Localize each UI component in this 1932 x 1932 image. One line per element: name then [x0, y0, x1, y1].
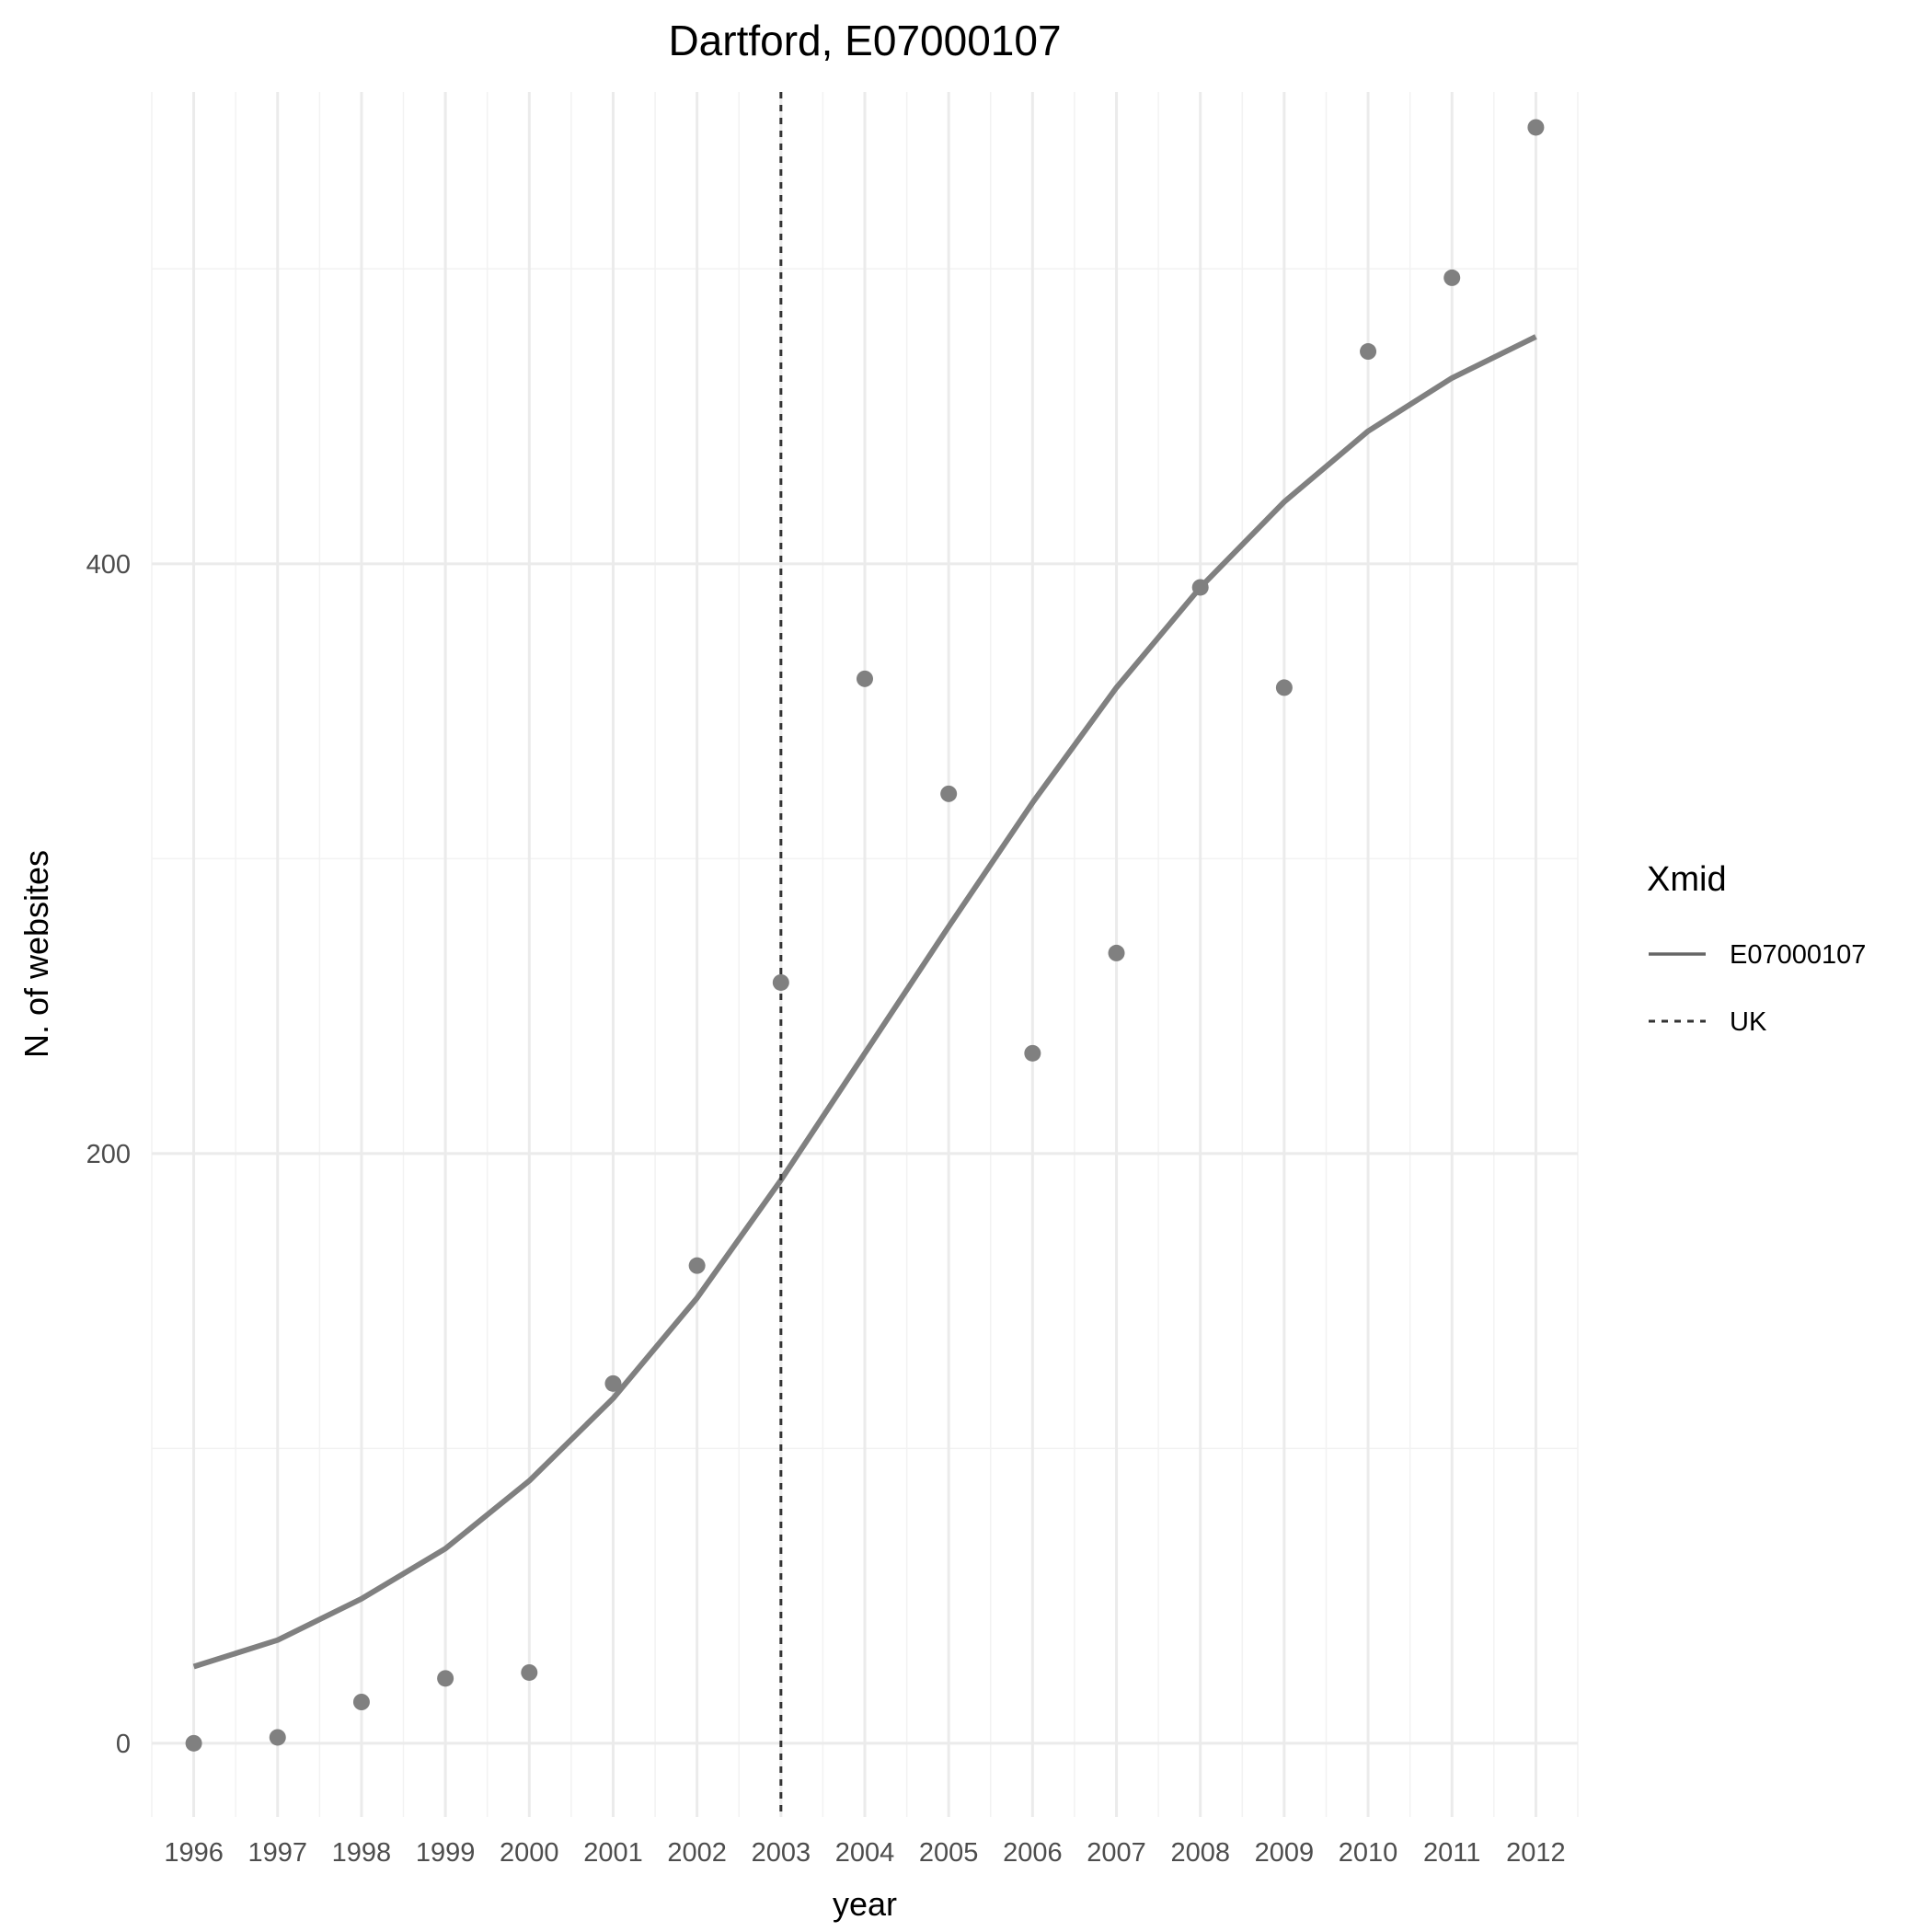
- x-tick-label: 2008: [1170, 1838, 1230, 1868]
- data-point: [1275, 679, 1293, 696]
- x-tick-label: 2003: [752, 1838, 811, 1868]
- x-tick-label: 1997: [248, 1838, 308, 1868]
- x-tick-label: 2009: [1255, 1838, 1315, 1868]
- chart-title: Dartford, E07000107: [668, 17, 1061, 64]
- data-point: [437, 1670, 454, 1687]
- y-tick-label: 400: [86, 550, 131, 580]
- data-point: [772, 973, 789, 991]
- axis-tick-labels: 1996 1997 1998 1999 2000 2001 2002 2003 2004 2005…: [86, 550, 1566, 1868]
- x-tick-label: 1998: [332, 1838, 392, 1868]
- data-point: [185, 1734, 202, 1752]
- x-tick-label: 1999: [416, 1838, 476, 1868]
- data-point: [1024, 1044, 1041, 1062]
- x-tick-label: 2004: [835, 1838, 895, 1868]
- x-tick-label: 2006: [1003, 1838, 1063, 1868]
- data-point: [352, 1694, 370, 1710]
- x-tick-label: 2000: [500, 1838, 559, 1868]
- x-tick-label: 1996: [164, 1838, 224, 1868]
- x-tick-label: 2011: [1423, 1838, 1480, 1868]
- y-tick-label: 200: [86, 1140, 131, 1169]
- y-axis-title: N. of websites: [17, 850, 55, 1058]
- major-gridlines: [152, 92, 1578, 1817]
- legend-title: Xmid: [1647, 860, 1727, 899]
- data-point: [940, 785, 958, 802]
- y-tick-label: 0: [116, 1730, 131, 1759]
- data-point: [269, 1729, 286, 1746]
- legend: Xmid E07000107 UK: [1647, 860, 1866, 1037]
- series-line-e07000107: [192, 334, 1537, 1670]
- x-tick-label: 2007: [1087, 1838, 1146, 1868]
- data-point: [1191, 579, 1209, 596]
- data-point: [1108, 944, 1125, 961]
- data-points: [185, 119, 1545, 1752]
- data-point: [1360, 343, 1377, 361]
- x-axis-title: year: [833, 1885, 897, 1923]
- data-point: [521, 1663, 538, 1681]
- legend-label-uk: UK: [1730, 1007, 1767, 1037]
- minor-gridlines: [151, 92, 1579, 1817]
- x-tick-label: 2002: [667, 1838, 727, 1868]
- x-tick-label: 2012: [1506, 1838, 1566, 1868]
- x-tick-label: 2001: [583, 1838, 643, 1868]
- data-point: [1443, 269, 1461, 286]
- data-point: [688, 1257, 706, 1274]
- legend-label-e07000107: E07000107: [1730, 940, 1866, 970]
- series-layer: [192, 334, 1537, 1670]
- data-point: [857, 670, 873, 687]
- x-tick-label: 2005: [919, 1838, 979, 1868]
- x-tick-label: 2010: [1339, 1838, 1398, 1868]
- data-point: [604, 1374, 622, 1392]
- data-point: [1527, 119, 1545, 136]
